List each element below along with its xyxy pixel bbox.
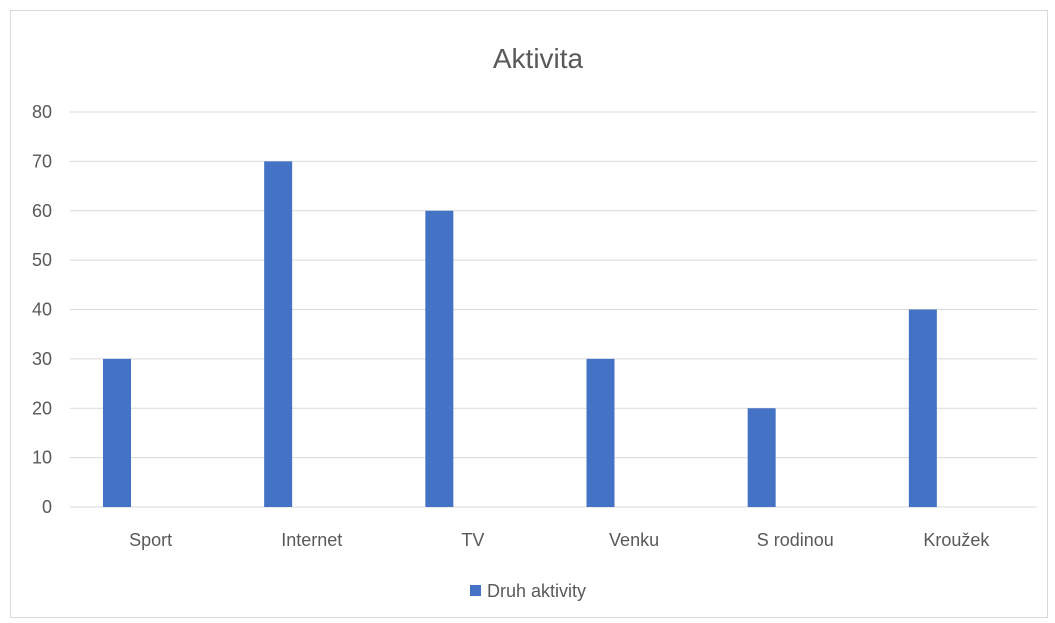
y-tick-label: 40 xyxy=(32,300,52,320)
category-label: TV xyxy=(461,530,484,550)
y-tick-label: 80 xyxy=(32,102,52,122)
bar-sport xyxy=(103,358,131,507)
category-label: Sport xyxy=(129,530,172,550)
bar-tv xyxy=(425,210,454,507)
bar-kroužek xyxy=(908,309,937,507)
chart-frame xyxy=(10,10,1048,618)
bar-venku xyxy=(586,358,615,507)
y-tick-label: 20 xyxy=(32,398,52,418)
bar-internet xyxy=(264,161,293,507)
y-axis-ticks: 0 10 20 30 40 50 60 70 80 xyxy=(32,102,52,517)
legend-swatch xyxy=(470,585,481,596)
gridlines xyxy=(70,111,1037,508)
y-tick-label: 30 xyxy=(32,349,52,369)
y-tick-label: 10 xyxy=(32,448,52,468)
bar-s-rodinou xyxy=(747,408,776,507)
category-label: Internet xyxy=(281,530,342,550)
legend: Druh aktivity xyxy=(470,581,586,601)
x-axis-categories: Sport Internet TV Venku S rodinou Kroužek xyxy=(129,530,990,550)
category-label: S rodinou xyxy=(757,530,834,550)
chart-title: Aktivita xyxy=(493,43,584,74)
category-label: Venku xyxy=(609,530,659,550)
y-tick-label: 60 xyxy=(32,201,52,221)
y-tick-label: 70 xyxy=(32,151,52,171)
category-label: Kroužek xyxy=(923,530,990,550)
y-tick-label: 50 xyxy=(32,250,52,270)
bars xyxy=(103,161,937,507)
legend-label: Druh aktivity xyxy=(487,581,586,601)
y-tick-label: 0 xyxy=(42,497,52,517)
